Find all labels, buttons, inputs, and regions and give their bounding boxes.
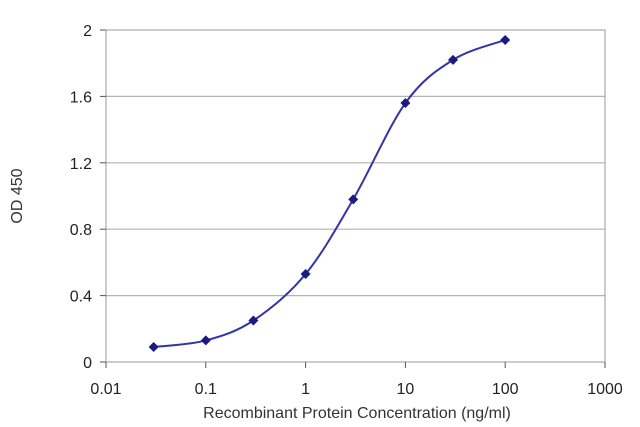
gridlines bbox=[106, 95, 605, 297]
y-tick-label: 1.6 bbox=[70, 89, 92, 106]
series-line bbox=[153, 39, 506, 349]
y-tick-label: 1.2 bbox=[70, 156, 92, 173]
data-point bbox=[500, 34, 511, 45]
x-axis-title: Recombinant Protein Concentration (ng/ml… bbox=[203, 405, 511, 422]
y-axis: 0 0.4 0.8 1.2 1.6 2 bbox=[70, 23, 106, 372]
x-tick-label: 0.1 bbox=[195, 381, 217, 398]
data-point bbox=[348, 194, 359, 205]
x-tick-label: 1000 bbox=[587, 381, 623, 398]
data-point bbox=[148, 342, 159, 353]
y-axis-title: OD 450 bbox=[9, 168, 26, 223]
y-tick-label: 2 bbox=[83, 23, 92, 40]
series-layer bbox=[148, 34, 511, 353]
x-tick-label: 10 bbox=[397, 381, 415, 398]
plot-border bbox=[105, 29, 606, 363]
y-tick-label: 0 bbox=[83, 355, 92, 372]
data-point bbox=[248, 315, 259, 326]
data-point bbox=[448, 54, 459, 65]
x-tick-label: 0.01 bbox=[90, 381, 121, 398]
y-tick-label: 0.4 bbox=[70, 289, 92, 306]
data-point bbox=[300, 269, 311, 280]
x-axis: 0.01 0.1 1 10 100 1000 bbox=[90, 362, 623, 398]
x-tick-label: 100 bbox=[492, 381, 519, 398]
data-point bbox=[400, 98, 411, 109]
data-point bbox=[200, 335, 211, 346]
y-tick-label: 0.8 bbox=[70, 222, 92, 239]
x-tick-label: 1 bbox=[301, 381, 310, 398]
